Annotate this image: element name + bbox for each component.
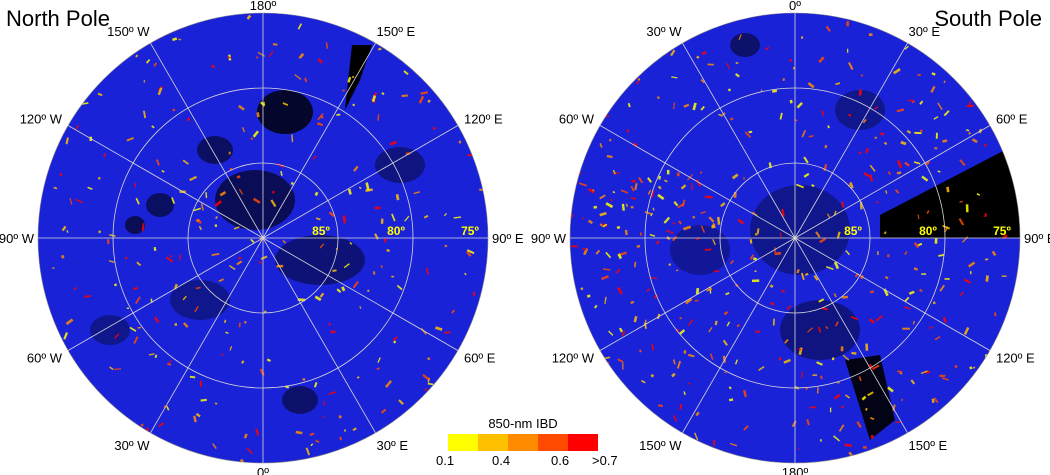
longitude-label: 150º E <box>377 24 416 39</box>
meridian-line <box>150 237 264 434</box>
south-pole-title: South Pole <box>934 6 1042 31</box>
latitude-label: 85º <box>312 224 330 238</box>
latitude-label: 85º <box>844 224 862 238</box>
latitude-label: 75º <box>993 224 1011 238</box>
longitude-label: 120º E <box>996 351 1035 366</box>
legend-swatch <box>508 434 538 451</box>
longitude-label: 180º <box>250 0 277 13</box>
latitude-label: 80º <box>919 224 937 238</box>
longitude-label: 120º E <box>464 112 503 127</box>
meridian-line <box>262 42 376 239</box>
meridian-line <box>682 237 796 434</box>
longitude-label: 120º W <box>552 351 595 366</box>
longitude-label: 90º E <box>1024 231 1050 246</box>
north-longitude-labels: 180º 150º E 120º E 90º E 60º E 30º E 0º 30º W 60… <box>0 0 524 475</box>
north-pole-map: 85º 80º 75º 180º 150º E 120º E 90º E 60º E 30º … <box>0 0 524 475</box>
south-pole-map: 85º 80º 75º 0º 30º E 60º E 90º E 120º E 150º E 1… <box>531 0 1050 475</box>
legend-tick: 0.1 <box>436 453 455 468</box>
meridian-line <box>794 237 908 434</box>
longitude-label: 60º W <box>27 351 63 366</box>
meridian-line <box>262 125 459 239</box>
longitude-label: 150º W <box>639 438 682 453</box>
longitude-label: 30º E <box>377 438 409 453</box>
longitude-label: 90º E <box>492 231 524 246</box>
legend-tick: 0.6 <box>551 453 570 468</box>
south-latitude-labels: 85º 80º 75º <box>844 224 1011 238</box>
meridian-line <box>794 237 991 351</box>
meridian-line <box>262 237 376 434</box>
meridian-line <box>682 42 796 239</box>
north-shadow-layer <box>90 45 425 414</box>
legend-swatch <box>538 434 568 451</box>
longitude-label: 0º <box>257 465 269 475</box>
legend-swatch <box>448 434 478 451</box>
meridian-line <box>67 237 264 351</box>
meridian-line <box>794 42 908 239</box>
north-ibd-highlights <box>52 14 483 463</box>
legend-tick: >0.7 <box>592 453 618 468</box>
north-latitude-labels: 85º 80º 75º <box>312 224 479 238</box>
south-graticule <box>569 12 1021 464</box>
longitude-label: 180º <box>782 465 809 475</box>
legend-swatch <box>478 434 508 451</box>
legend-color-bar <box>448 434 598 451</box>
longitude-label: 30º W <box>646 24 682 39</box>
longitude-label: 90º W <box>531 231 567 246</box>
longitude-label: 60º W <box>559 112 595 127</box>
meridian-line <box>794 125 991 239</box>
longitude-label: 60º E <box>996 112 1028 127</box>
longitude-label: 150º W <box>107 24 150 39</box>
legend-tick: 0.4 <box>492 453 511 468</box>
longitude-label: 120º W <box>20 112 63 127</box>
meridian-line <box>599 237 796 351</box>
longitude-label: 90º W <box>0 231 35 246</box>
legend-title: 850-nm IBD <box>488 416 558 431</box>
north-pole-title: North Pole <box>6 6 110 31</box>
legend-swatch <box>568 434 598 451</box>
longitude-label: 30º W <box>114 438 150 453</box>
south-longitude-labels: 0º 30º E 60º E 90º E 120º E 150º E 180º 150º W 1… <box>531 0 1050 475</box>
ibd-legend: 850-nm IBD 0.1 0.4 0.6 >0.7 <box>436 416 648 472</box>
meridian-line <box>262 237 459 351</box>
longitude-label: 60º E <box>464 351 496 366</box>
south-ibd-highlights <box>570 21 1008 457</box>
latitude-label: 80º <box>387 224 405 238</box>
longitude-label: 150º E <box>909 438 948 453</box>
meridian-line <box>67 125 264 239</box>
longitude-label: 0º <box>789 0 801 13</box>
meridian-line <box>599 125 796 239</box>
latitude-label: 75º <box>461 224 479 238</box>
longitude-label: 30º E <box>909 24 941 39</box>
meridian-line <box>150 42 264 239</box>
north-graticule <box>37 12 489 464</box>
